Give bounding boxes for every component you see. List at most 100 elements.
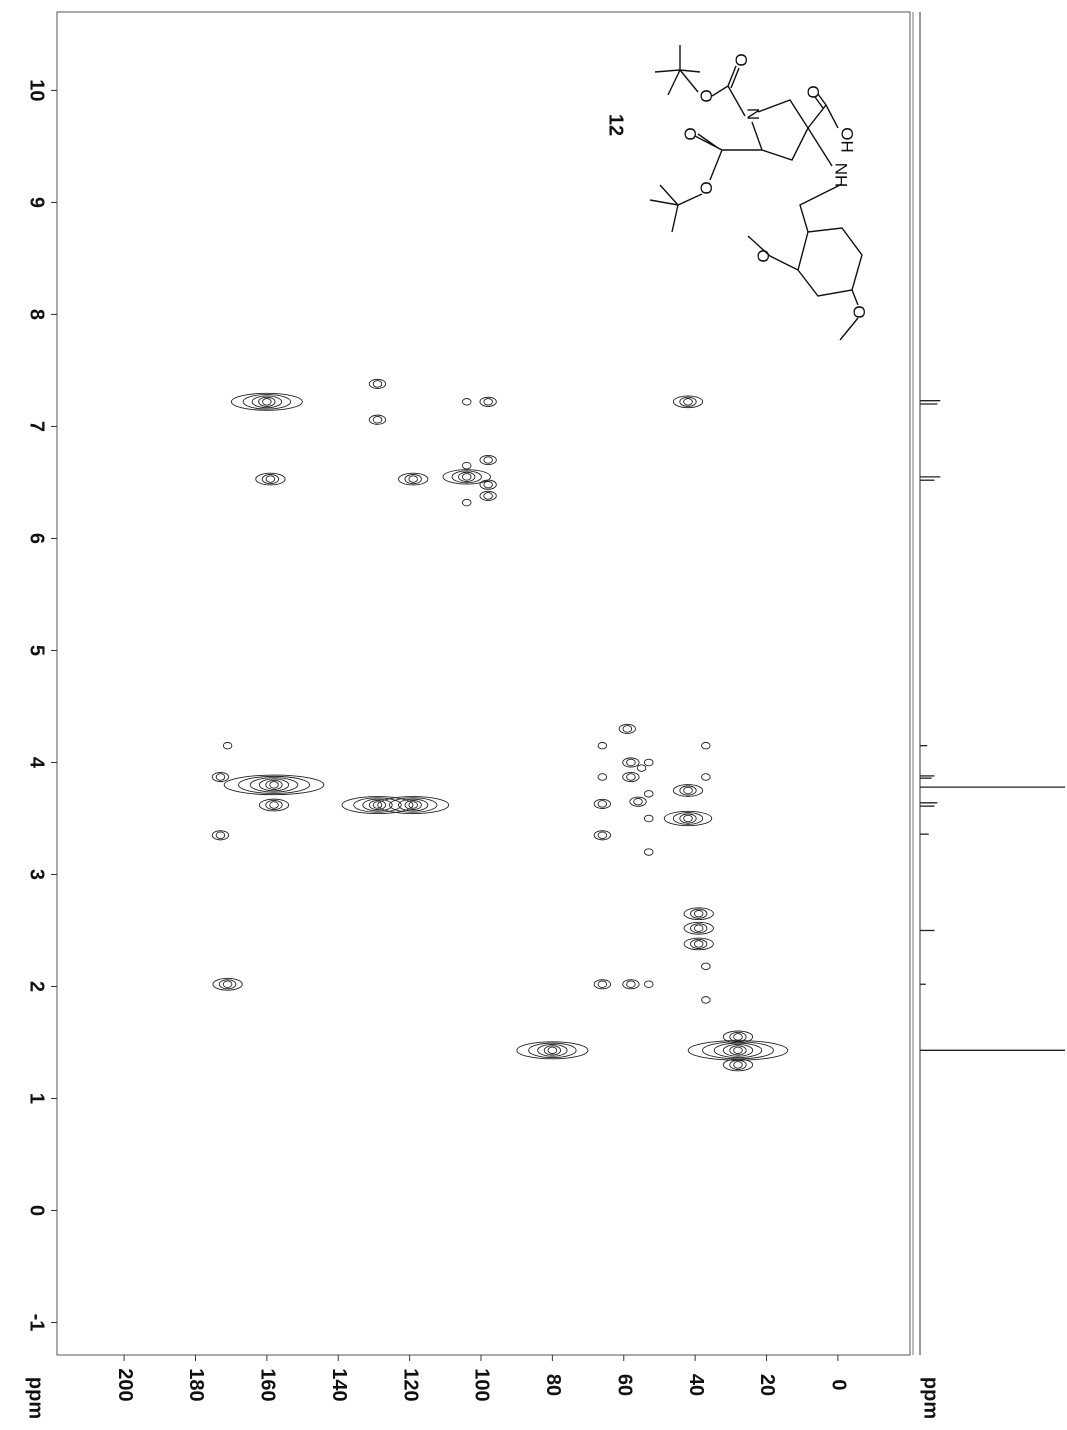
cross-peak bbox=[479, 479, 497, 490]
contour bbox=[212, 977, 243, 991]
contour bbox=[483, 456, 493, 464]
cross-peak bbox=[701, 741, 711, 750]
cross-peak bbox=[722, 1058, 754, 1072]
x-tick-label: 120 bbox=[399, 1368, 421, 1401]
cross-peak bbox=[622, 979, 640, 990]
contour bbox=[693, 924, 704, 932]
cross-peak bbox=[368, 414, 387, 425]
contour bbox=[597, 800, 608, 808]
contour bbox=[679, 813, 697, 824]
cross-peak bbox=[593, 798, 611, 809]
contour bbox=[679, 396, 697, 407]
contour bbox=[701, 773, 711, 781]
contour bbox=[672, 784, 704, 797]
contour bbox=[722, 1043, 754, 1057]
cross-peak bbox=[672, 395, 704, 409]
contour bbox=[442, 469, 491, 485]
x-axis-label: ppm bbox=[920, 1377, 942, 1419]
contour bbox=[408, 475, 418, 483]
cross-peak bbox=[643, 848, 654, 856]
cross-peak bbox=[230, 392, 303, 411]
contour bbox=[368, 378, 387, 389]
contour bbox=[372, 380, 383, 388]
contour bbox=[622, 979, 640, 990]
y-tick-label: 0 bbox=[26, 1205, 48, 1216]
contour bbox=[223, 774, 325, 796]
contour bbox=[683, 398, 693, 406]
contour bbox=[461, 473, 472, 481]
y-tick-label: 8 bbox=[26, 309, 48, 320]
contour bbox=[701, 741, 711, 750]
contour bbox=[215, 831, 226, 840]
contour bbox=[368, 414, 387, 425]
contour bbox=[643, 814, 654, 823]
plot-frame bbox=[56, 11, 911, 1356]
contour bbox=[593, 798, 611, 809]
contour bbox=[713, 1042, 763, 1058]
cross-peak bbox=[636, 764, 647, 772]
contour bbox=[372, 801, 383, 809]
contour bbox=[258, 798, 290, 812]
contour bbox=[597, 831, 608, 840]
cross-peak bbox=[597, 773, 608, 781]
contour bbox=[269, 781, 279, 789]
contour bbox=[211, 771, 230, 783]
cross-peak bbox=[377, 796, 450, 814]
cross-peak bbox=[683, 937, 714, 951]
contour bbox=[408, 801, 418, 809]
contour bbox=[729, 1045, 747, 1056]
contour bbox=[679, 785, 697, 796]
cross-peak bbox=[593, 830, 611, 841]
contour bbox=[258, 396, 276, 407]
contour bbox=[483, 480, 493, 489]
cross-peak bbox=[701, 773, 711, 781]
contour bbox=[479, 454, 497, 466]
atom-label: O bbox=[697, 181, 716, 194]
x-tick-label: 160 bbox=[257, 1368, 279, 1401]
contour bbox=[643, 790, 654, 798]
contour bbox=[483, 398, 493, 406]
contour bbox=[690, 908, 708, 919]
contour bbox=[258, 778, 290, 792]
contour bbox=[483, 492, 493, 500]
contour bbox=[261, 474, 280, 485]
contour bbox=[404, 474, 422, 485]
contour bbox=[663, 810, 713, 827]
cross-peak bbox=[643, 980, 654, 988]
contour bbox=[633, 797, 643, 806]
contour bbox=[251, 395, 283, 409]
contour bbox=[626, 773, 636, 781]
contour bbox=[597, 741, 608, 750]
contour bbox=[398, 472, 429, 486]
contour bbox=[255, 472, 286, 486]
contour bbox=[733, 1033, 743, 1041]
cross-peak bbox=[597, 741, 608, 750]
cross-peak bbox=[222, 741, 233, 750]
y-tick-label: 6 bbox=[26, 533, 48, 544]
cross-peak bbox=[211, 830, 230, 841]
x-tick-label: 40 bbox=[685, 1374, 707, 1396]
atom-label: O bbox=[697, 89, 716, 102]
atom-label: O bbox=[754, 249, 773, 262]
contour bbox=[729, 1059, 747, 1070]
y-tick-label: 4 bbox=[26, 757, 48, 769]
y-tick-label: 7 bbox=[26, 421, 48, 432]
cross-peak bbox=[211, 771, 230, 783]
cross-peak bbox=[516, 1041, 589, 1060]
y-tick-label: 1 bbox=[26, 1093, 48, 1104]
cross-peak bbox=[593, 979, 611, 990]
y-tick-label: 3 bbox=[26, 869, 48, 880]
cross-peak bbox=[701, 996, 711, 1004]
cross-peak bbox=[223, 774, 325, 796]
cross-peak bbox=[683, 921, 714, 935]
contour bbox=[597, 980, 608, 988]
y-tick-label: -1 bbox=[26, 1314, 48, 1332]
y-tick-label: 10 bbox=[26, 79, 48, 101]
cross-peak bbox=[461, 461, 472, 470]
structure bbox=[649, 45, 863, 341]
contour bbox=[265, 475, 276, 483]
contour bbox=[693, 940, 704, 948]
contour bbox=[593, 979, 611, 990]
cross-peak bbox=[643, 758, 654, 767]
contour bbox=[341, 796, 414, 814]
